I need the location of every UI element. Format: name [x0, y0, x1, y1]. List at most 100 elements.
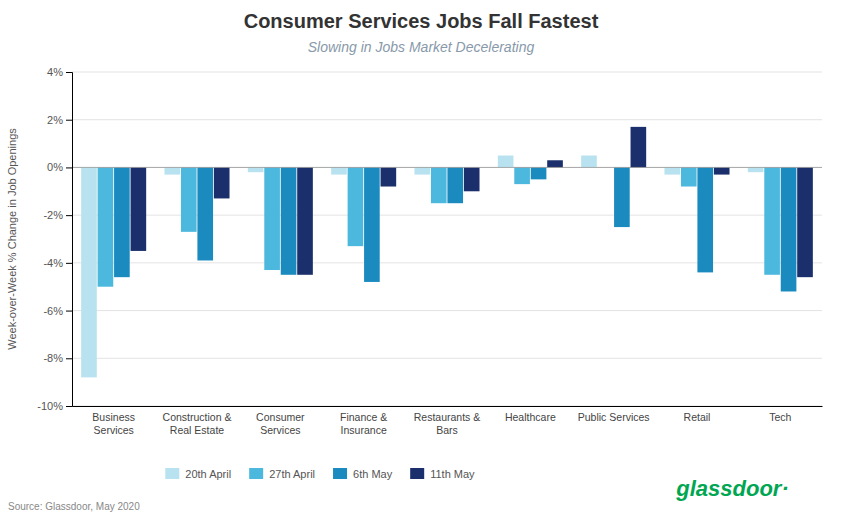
bar — [131, 167, 147, 251]
plot: -10% -8% -6% -4% -2% 0% 2% 4% BusinessServices Co… — [6, 66, 823, 436]
bar — [414, 167, 430, 174]
legend-swatch — [333, 468, 347, 479]
grid-line — [72, 119, 822, 120]
legend-label: 6th May — [353, 468, 393, 480]
y-tick-label: -10% — [37, 400, 63, 412]
source: Source: Glassdoor, May 2020 — [8, 501, 140, 512]
bar — [447, 167, 463, 203]
x-tick: Restaurants &Bars — [414, 406, 481, 436]
y-tick: 0% — [47, 161, 72, 173]
series — [114, 167, 796, 291]
x-tick-label: Healthcare — [505, 411, 556, 423]
bar — [281, 167, 297, 274]
x-tick-label: ConsumerServices — [256, 411, 305, 436]
x-tick: Public Services — [578, 406, 650, 423]
bar — [331, 167, 347, 174]
chart: Consumer Services Jobs Fall Fastest Slowi… — [0, 0, 842, 518]
y-tick-mark — [66, 120, 72, 121]
bar — [514, 167, 530, 184]
y-axis: -10% -8% -6% -4% -2% 0% 2% 4% — [37, 66, 72, 412]
x-tick: ConsumerServices — [256, 406, 305, 436]
bar — [464, 167, 480, 191]
x-axis-line — [73, 406, 823, 407]
title: Consumer Services Jobs Fall Fastest — [244, 10, 599, 32]
x-tick: Healthcare — [505, 406, 556, 423]
y-tick: -8% — [43, 352, 72, 364]
bar — [498, 156, 514, 168]
bar — [381, 167, 397, 186]
bar — [664, 167, 680, 174]
bar — [764, 167, 780, 274]
y-tick-label: -8% — [43, 352, 63, 364]
y-tick-label: -6% — [43, 305, 63, 317]
bar — [714, 167, 730, 174]
bar — [214, 167, 230, 198]
legend-swatch — [249, 468, 263, 479]
bar — [431, 167, 447, 203]
x-tick: BusinessServices — [92, 406, 135, 436]
annotation: glassdoor· — [675, 476, 788, 501]
y-tick-label: -4% — [43, 257, 63, 269]
bar — [531, 167, 547, 179]
y-tick: 2% — [47, 114, 72, 126]
grid-line — [72, 310, 822, 311]
bar — [248, 167, 264, 172]
y-tick-label: 2% — [47, 114, 63, 126]
y-tick-mark — [66, 167, 72, 168]
x-tick-label: Tech — [769, 411, 791, 423]
bar — [697, 167, 713, 272]
y-tick-mark — [66, 406, 72, 407]
bar — [581, 156, 597, 168]
subtitle: Slowing in Jobs Market Decelerating — [308, 39, 535, 55]
x-tick: Retail — [684, 406, 711, 423]
y-tick: -10% — [37, 400, 72, 412]
bar — [797, 167, 813, 277]
bar — [114, 167, 130, 277]
grid-line — [72, 406, 822, 407]
y-tick-mark — [66, 311, 72, 312]
y-axis-line — [66, 73, 73, 407]
series — [98, 167, 780, 286]
legend-item: 6th May — [333, 468, 393, 480]
x-tick-label: Retail — [684, 411, 711, 423]
x-tick-label: Finance &Insurance — [340, 411, 387, 436]
y-tick-label: 0% — [47, 161, 63, 173]
x-tick-label: Restaurants &Bars — [414, 411, 481, 436]
grid-line — [72, 167, 822, 168]
y-tick: -4% — [43, 257, 72, 269]
legend-item: 27th April — [249, 468, 315, 480]
bar — [681, 167, 697, 186]
x-tick: Construction &Real Estate — [163, 406, 232, 436]
bar — [164, 167, 180, 174]
x-axis: BusinessServices Construction &Real Estat… — [73, 406, 823, 436]
bar — [631, 127, 647, 168]
y-tick-mark — [66, 72, 72, 73]
bar — [614, 167, 630, 227]
x-tick-label: Construction &Real Estate — [163, 411, 232, 436]
legend: 20th April27th April6th May11th May — [165, 468, 475, 480]
series — [131, 127, 813, 277]
x-tick: Tech — [769, 406, 791, 423]
bars — [81, 127, 813, 378]
y-tick: 4% — [47, 66, 72, 78]
grid-line — [72, 72, 822, 73]
y-tick-label: -2% — [43, 209, 63, 221]
y-tick-mark — [66, 358, 72, 359]
y-tick: -6% — [43, 305, 72, 317]
grid-line — [72, 358, 822, 359]
bar — [264, 167, 280, 270]
x-tick-label: Public Services — [578, 411, 650, 423]
bar — [98, 167, 114, 286]
bar — [547, 160, 563, 167]
y-tick-mark — [66, 215, 72, 216]
y-tick: -2% — [43, 209, 72, 221]
legend-item: 20th April — [165, 468, 231, 480]
bar — [181, 167, 197, 231]
series — [81, 156, 763, 378]
y-axis-title: Week-over-Week % Change in Job Openings — [6, 128, 18, 350]
bar — [197, 167, 213, 260]
y-tick-label: 4% — [47, 66, 63, 78]
bar — [81, 167, 97, 377]
zero-line — [72, 167, 822, 168]
bar — [748, 167, 764, 172]
